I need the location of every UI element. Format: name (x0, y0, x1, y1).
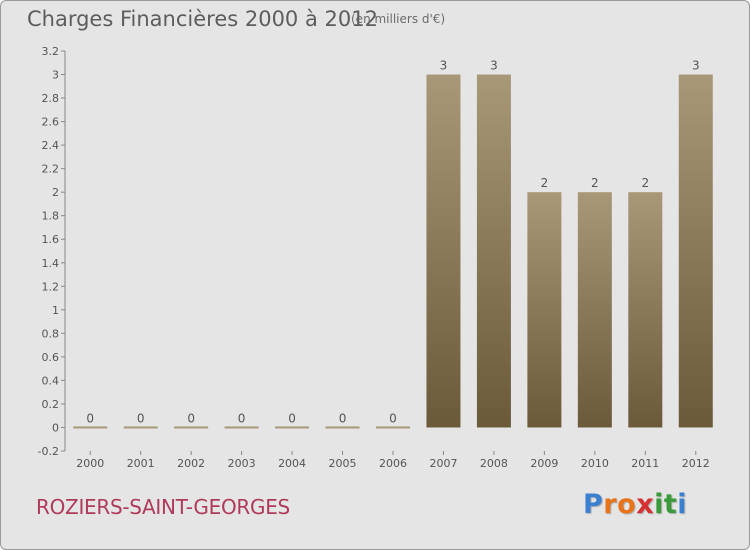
x-tick-label: 2002 (177, 457, 205, 470)
y-tick-label: -0.2 (38, 445, 59, 458)
y-tick-label: 2.4 (42, 139, 60, 152)
y-tick-label: 0.8 (42, 327, 60, 340)
data-label: 0 (86, 411, 94, 425)
proxiti-logo[interactable]: Proxiti (583, 489, 687, 520)
y-tick-label: 0.4 (42, 374, 60, 387)
data-label: 0 (238, 411, 246, 425)
chart-title: Charges Financières 2000 à 2012 (27, 7, 378, 31)
data-label: 3 (692, 59, 700, 73)
bar (123, 426, 158, 429)
y-axis: -0.2 0 0.2 0.4 0.6 0.8 1 1.2 1.4 1.6 1.8 2 2.2 2.4 2.6… (38, 45, 66, 458)
bar (527, 192, 562, 428)
bar (426, 74, 461, 428)
logo-letter: o (617, 489, 637, 520)
units-label: (en milliers d'€) (351, 12, 446, 26)
x-tick-label: 2011 (631, 457, 659, 470)
bar (577, 192, 612, 428)
y-tick-label: 2 (52, 186, 59, 199)
bar (678, 74, 713, 428)
y-tick-label: 0.6 (42, 351, 60, 364)
x-tick-label: 2009 (530, 457, 558, 470)
data-label: 0 (187, 411, 195, 425)
y-tick-label: 1 (52, 304, 59, 317)
bar (73, 426, 108, 429)
y-tick-label: 1.2 (42, 280, 60, 293)
logo-letter: x (636, 489, 655, 520)
bar (275, 426, 310, 429)
y-tick-label: 0 (52, 421, 59, 434)
x-tick-label: 2010 (581, 457, 609, 470)
y-tick-label: 1.8 (42, 210, 60, 223)
data-label: 0 (137, 411, 145, 425)
data-label: 3 (440, 59, 448, 73)
x-tick-label: 2001 (127, 457, 155, 470)
data-label: 0 (339, 411, 347, 425)
data-label: 0 (288, 411, 296, 425)
logo-letter: P (583, 489, 604, 520)
x-tick-label: 2005 (329, 457, 357, 470)
bar (224, 426, 259, 429)
logo-letter: i (677, 489, 688, 520)
x-tick-label: 2007 (429, 457, 457, 470)
x-axis: 2000 2001 2002 2003 2004 2005 2006 2007 2008 2009… (76, 451, 710, 470)
x-tick-label: 2000 (76, 457, 104, 470)
y-tick-label: 0.2 (42, 398, 60, 411)
commune-name: ROZIERS-SAINT-GEORGES (36, 495, 290, 519)
data-label: 2 (591, 176, 599, 190)
y-tick-label: 3.2 (42, 45, 60, 58)
y-tick-label: 2.6 (42, 116, 60, 129)
x-tick-label: 2012 (682, 457, 710, 470)
data-label: 0 (389, 411, 397, 425)
bar (628, 192, 663, 428)
data-label: 2 (641, 176, 649, 190)
x-tick-label: 2004 (278, 457, 306, 470)
logo-letter: i (654, 489, 664, 520)
y-tick-label: 2.8 (42, 92, 60, 105)
logo-letter: t (663, 489, 678, 520)
x-tick-label: 2006 (379, 457, 407, 470)
bar (476, 74, 511, 428)
bar (325, 426, 360, 429)
y-tick-label: 1.6 (42, 233, 60, 246)
y-tick-label: 3 (52, 69, 59, 82)
bar (376, 426, 410, 429)
bar (174, 426, 209, 429)
y-tick-label: 2.2 (42, 163, 60, 176)
bars: 0 0 0 0 0 0 0 3 3 2 2 2 3 (73, 59, 713, 429)
logo-letter: r (603, 489, 618, 520)
data-label: 3 (490, 59, 498, 73)
y-tick-label: 1.4 (42, 257, 60, 270)
data-label: 2 (541, 176, 549, 190)
x-tick-label: 2008 (480, 457, 508, 470)
x-tick-label: 2003 (228, 457, 256, 470)
